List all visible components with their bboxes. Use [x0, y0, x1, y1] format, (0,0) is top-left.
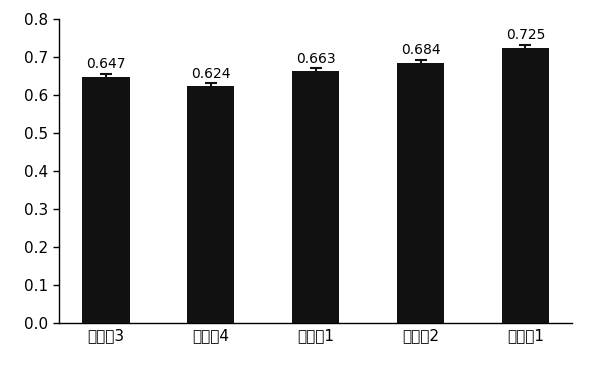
- Text: 0.647: 0.647: [86, 57, 126, 71]
- Text: 0.725: 0.725: [506, 28, 545, 42]
- Text: 0.663: 0.663: [296, 52, 336, 66]
- Text: 0.684: 0.684: [401, 43, 440, 57]
- Bar: [187, 86, 234, 323]
- Bar: [292, 71, 339, 323]
- Bar: [502, 48, 549, 323]
- Bar: [83, 77, 130, 323]
- Bar: [397, 63, 444, 323]
- Text: 0.624: 0.624: [191, 66, 231, 81]
